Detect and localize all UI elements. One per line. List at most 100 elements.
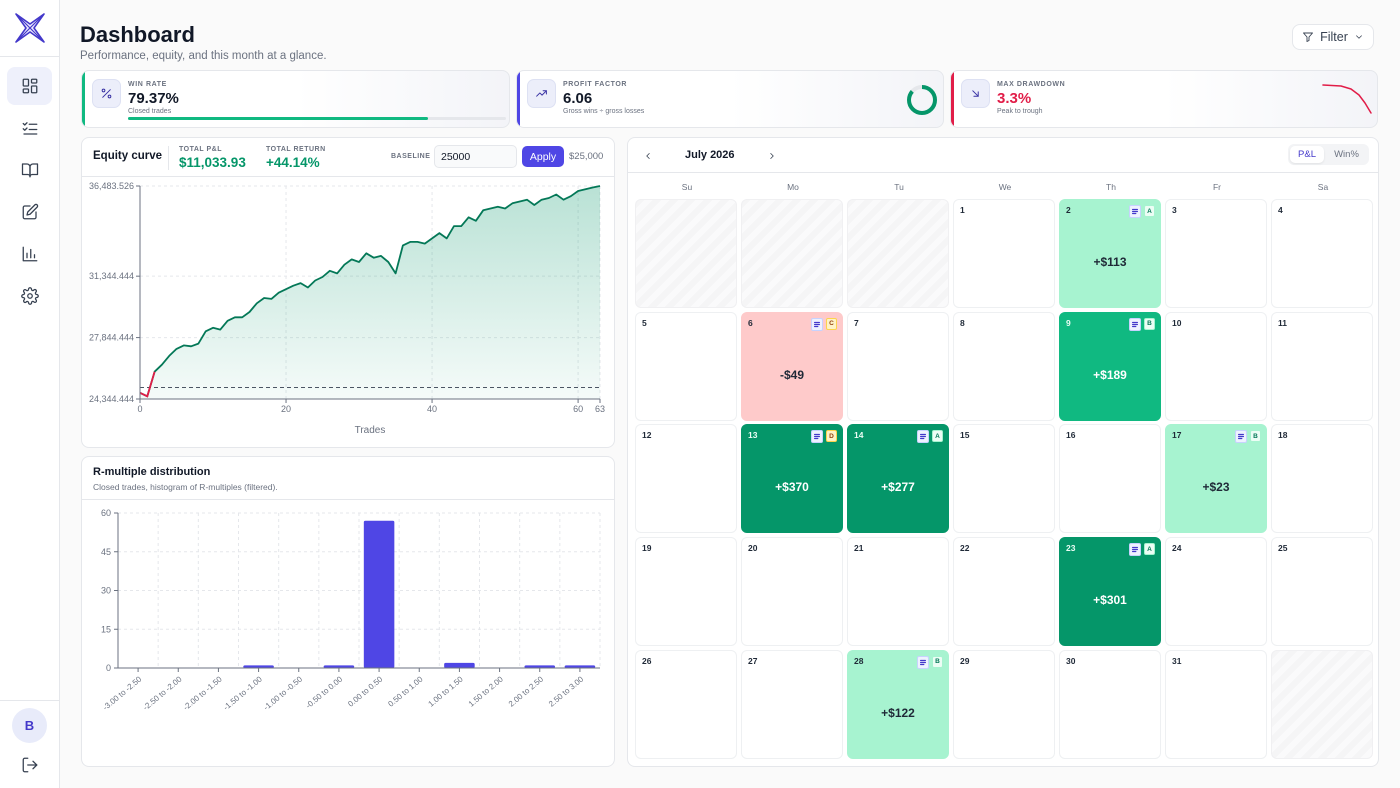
calendar-day[interactable]: 21	[847, 537, 949, 647]
sidebar: B	[0, 0, 60, 788]
kpi-card-win-rate: WIN RATE 79.37% Closed trades	[81, 70, 510, 128]
calendar-day[interactable]: 27	[741, 649, 843, 759]
kpi-value: 79.37%	[128, 90, 179, 107]
calendar-day[interactable]: 24	[1165, 537, 1267, 647]
ring-fill	[907, 85, 937, 115]
sidebar-item-reports[interactable]	[7, 235, 52, 273]
calendar-day-empty	[847, 199, 949, 308]
filter-icon	[1303, 32, 1314, 42]
baseline-label: BASELINE	[391, 153, 431, 160]
calendar-day-number: 11	[1278, 317, 1287, 328]
calendar-day[interactable]: 9 +$189 B	[1059, 311, 1161, 421]
calendar-day-pnl: +$277	[881, 480, 915, 495]
calendar-day-number: 14	[854, 430, 864, 441]
calendar-day[interactable]: 4	[1271, 199, 1373, 308]
r-x-tick-label: 2.50 to 3.00	[547, 674, 586, 708]
calendar-day[interactable]: 29	[953, 649, 1055, 759]
note-icon[interactable]	[1235, 430, 1247, 444]
note-icon[interactable]	[1129, 205, 1141, 218]
filter-button[interactable]: Filter	[1292, 24, 1374, 50]
r-y-tick-label: 0	[106, 663, 111, 673]
r-y-tick-label: 30	[101, 586, 111, 596]
calendar-day[interactable]: 11	[1271, 311, 1373, 421]
r-multiple-subtitle: Closed trades, histogram of R-multiples …	[93, 482, 278, 492]
calendar-day[interactable]: 25	[1271, 537, 1373, 647]
note-icon[interactable]	[811, 317, 823, 331]
note-icon[interactable]	[1129, 317, 1141, 331]
weekday-label: We	[998, 182, 1012, 192]
r-x-tick-label: 0.50 to 1.00	[386, 674, 425, 708]
calendar-day-number: 27	[748, 655, 758, 666]
note-icon[interactable]	[917, 430, 929, 444]
calendar-day[interactable]: 13 +$370 D	[741, 424, 843, 534]
calendar-prev-button[interactable]	[640, 148, 656, 164]
r-x-tick-label: -2.00 to -1.50	[181, 674, 224, 712]
note-icon[interactable]	[811, 430, 823, 444]
sidebar-item-trades[interactable]	[7, 109, 52, 147]
r-x-tick-label: -1.00 to -0.50	[262, 674, 305, 712]
calendar-day[interactable]: 5	[635, 311, 737, 421]
calendar-next-button[interactable]	[764, 148, 780, 164]
calendar-day[interactable]: 12	[635, 424, 737, 534]
equity-area	[140, 186, 600, 399]
logout-button[interactable]	[7, 746, 52, 784]
calendar-day[interactable]: 17 +$23 B	[1165, 424, 1267, 534]
grade-badge: D	[826, 430, 837, 443]
star-logo[interactable]	[12, 10, 48, 46]
sidebar-item-journal[interactable]	[7, 151, 52, 189]
calendar-day[interactable]: 19	[635, 537, 737, 647]
toggle-win-rate[interactable]: Win%	[1334, 149, 1359, 160]
apply-button[interactable]: Apply	[522, 146, 564, 167]
calendar-day[interactable]: 26	[635, 649, 737, 759]
calendar-day[interactable]: 8	[953, 311, 1055, 421]
calendar-day-pnl: +$113	[1093, 255, 1127, 269]
calendar-day[interactable]: 30	[1059, 649, 1161, 759]
calendar-day-pnl: +$23	[1202, 480, 1230, 495]
equity-y-tick-label: 27,844.444	[89, 333, 134, 343]
toggle-pnl[interactable]: P&L	[1290, 146, 1324, 163]
calendar-day-badges: A	[1129, 205, 1155, 218]
calendar-day[interactable]: 3	[1165, 199, 1267, 308]
calendar-day[interactable]: 2 +$113 A	[1059, 199, 1161, 308]
grade-badge: B	[932, 655, 943, 668]
calendar-day-number: 28	[854, 655, 864, 666]
sidebar-item-notes[interactable]	[7, 193, 52, 231]
gear-icon	[20, 287, 39, 305]
calendar-day-badges: B	[917, 655, 943, 669]
kpi-subtext: Gross wins ÷ gross losses	[563, 108, 645, 115]
baseline-input[interactable]	[434, 145, 517, 168]
calendar-day[interactable]: 15	[953, 424, 1055, 534]
calendar-day[interactable]: 20	[741, 537, 843, 647]
note-icon[interactable]	[1129, 543, 1141, 557]
sidebar-item-dashboard[interactable]	[7, 67, 52, 105]
grade-badge: A	[932, 430, 943, 443]
calendar-day[interactable]: 23 +$301 A	[1059, 537, 1161, 647]
r-y-tick-label: 45	[101, 547, 111, 557]
calendar-day-number: 24	[1172, 543, 1182, 554]
trend-icon-box	[527, 79, 556, 108]
calendar-day[interactable]: 1	[953, 199, 1055, 308]
trend-up-icon	[536, 90, 547, 97]
calendar-day[interactable]: 31	[1165, 649, 1267, 759]
calendar-day[interactable]: 14 +$277 A	[847, 424, 949, 534]
calendar-day[interactable]: 7	[847, 311, 949, 421]
calendar-day-number: 9	[1066, 317, 1071, 328]
sidebar-item-settings[interactable]	[7, 277, 52, 315]
note-icon[interactable]	[917, 655, 929, 669]
calendar-day-number: 30	[1066, 655, 1076, 666]
calendar-day-empty	[1271, 649, 1373, 759]
calendar-day[interactable]: 6 -$49 C	[741, 311, 843, 421]
calendar-day[interactable]: 18	[1271, 424, 1373, 534]
arrow-icon-box	[961, 79, 990, 108]
calendar-day-pnl: +$189	[1093, 367, 1127, 382]
calendar-day[interactable]: 10	[1165, 311, 1267, 421]
avatar[interactable]: B	[12, 708, 47, 743]
calendar-day[interactable]: 22	[953, 537, 1055, 647]
calendar-day[interactable]: 16	[1059, 424, 1161, 534]
calendar-day[interactable]: 28 +$122 B	[847, 649, 949, 759]
kpi-card-max-drawdown: MAX DRAWDOWN 3.3% Peak to trough	[950, 70, 1378, 128]
calendar-day-pnl: +$370	[775, 480, 809, 495]
baseline-display: $25,000	[569, 151, 604, 162]
equity-panel: Equity curve TOTAL P&L $11,033.93 TOTAL …	[81, 137, 615, 448]
calendar-day-badges: A	[1129, 543, 1155, 557]
